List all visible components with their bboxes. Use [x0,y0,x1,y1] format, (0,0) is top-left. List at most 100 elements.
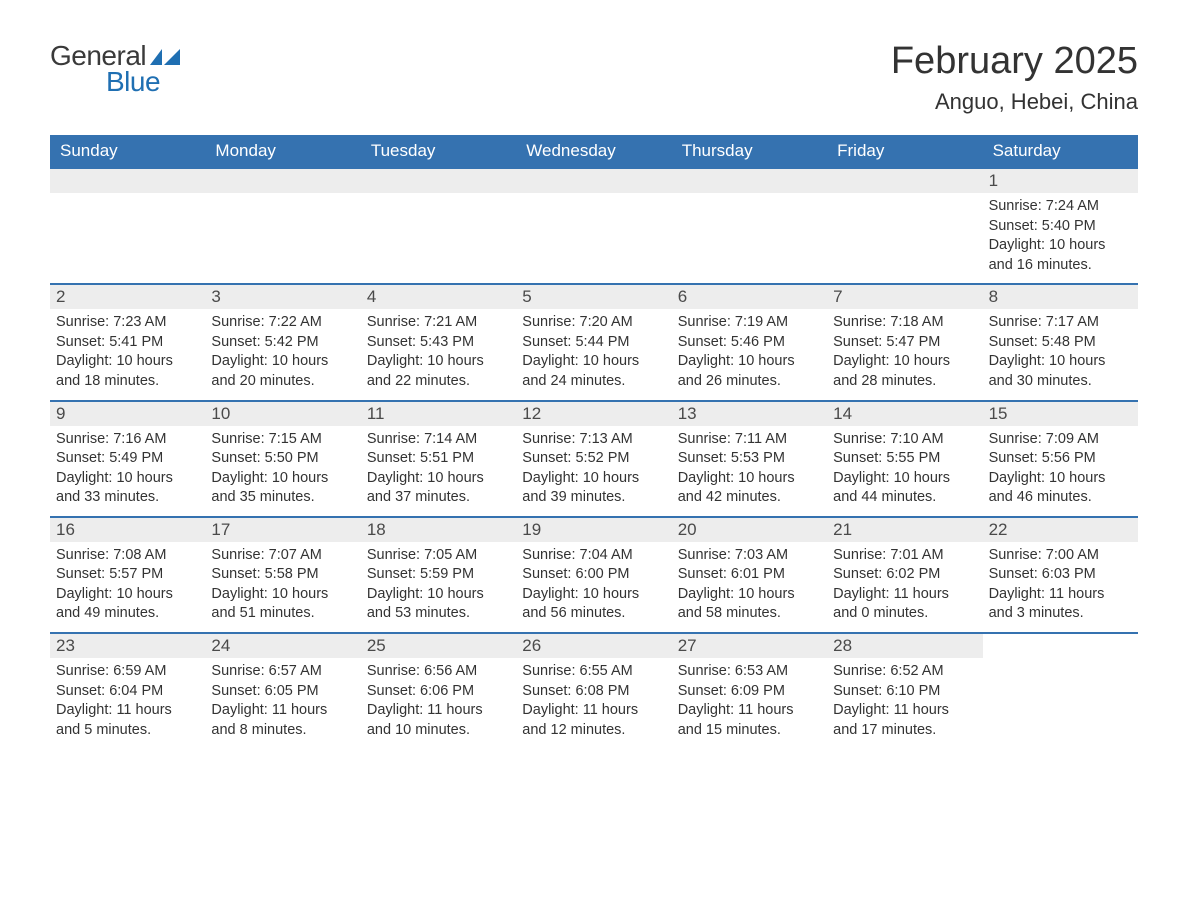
day-details: Sunrise: 7:23 AMSunset: 5:41 PMDaylight:… [50,309,200,399]
day-daylight: Daylight: 10 hours and 56 minutes. [522,585,660,624]
day-sunset: Sunset: 6:01 PM [678,565,816,585]
day-sunset: Sunset: 5:52 PM [522,449,660,469]
day-sunset: Sunset: 5:55 PM [833,449,971,469]
day-sunset: Sunset: 5:48 PM [989,333,1127,353]
day-sunset: Sunset: 6:03 PM [989,565,1127,585]
day-sunrise: Sunrise: 6:59 AM [56,662,194,682]
logo: General Blue [50,40,180,98]
day-cell: 8Sunrise: 7:17 AMSunset: 5:48 PMDaylight… [983,285,1138,399]
day-number: 7 [827,285,982,309]
day-sunrise: Sunrise: 6:56 AM [367,662,505,682]
day-details: Sunrise: 7:04 AMSunset: 6:00 PMDaylight:… [516,542,666,632]
day-daylight: Daylight: 10 hours and 26 minutes. [678,352,816,391]
day-cell: 6Sunrise: 7:19 AMSunset: 5:46 PMDaylight… [672,285,827,399]
day-sunset: Sunset: 5:44 PM [522,333,660,353]
day-cell: 23Sunrise: 6:59 AMSunset: 6:04 PMDayligh… [50,634,205,748]
day-number: 15 [983,402,1138,426]
week-row: 23Sunrise: 6:59 AMSunset: 6:04 PMDayligh… [50,632,1138,748]
day-sunset: Sunset: 5:53 PM [678,449,816,469]
day-details: Sunrise: 7:16 AMSunset: 5:49 PMDaylight:… [50,426,200,516]
day-sunset: Sunset: 5:50 PM [211,449,349,469]
logo-flag-icon [150,47,180,65]
day-number: 4 [361,285,516,309]
weekday-header-row: SundayMondayTuesdayWednesdayThursdayFrid… [50,135,1138,167]
week-row: 9Sunrise: 7:16 AMSunset: 5:49 PMDaylight… [50,400,1138,516]
location-subtitle: Anguo, Hebei, China [891,89,1138,115]
empty-day-bar [827,169,982,193]
page-title: February 2025 [891,40,1138,83]
day-cell: 24Sunrise: 6:57 AMSunset: 6:05 PMDayligh… [205,634,360,748]
day-cell: 21Sunrise: 7:01 AMSunset: 6:02 PMDayligh… [827,518,982,632]
day-details: Sunrise: 7:19 AMSunset: 5:46 PMDaylight:… [672,309,822,399]
day-daylight: Daylight: 10 hours and 16 minutes. [989,236,1127,275]
day-sunrise: Sunrise: 7:08 AM [56,546,194,566]
day-daylight: Daylight: 10 hours and 24 minutes. [522,352,660,391]
day-sunrise: Sunrise: 7:13 AM [522,430,660,450]
day-cell: 2Sunrise: 7:23 AMSunset: 5:41 PMDaylight… [50,285,205,399]
day-cell [672,169,827,283]
day-daylight: Daylight: 10 hours and 46 minutes. [989,469,1127,508]
day-cell: 7Sunrise: 7:18 AMSunset: 5:47 PMDaylight… [827,285,982,399]
day-daylight: Daylight: 10 hours and 33 minutes. [56,469,194,508]
day-cell: 14Sunrise: 7:10 AMSunset: 5:55 PMDayligh… [827,402,982,516]
day-sunset: Sunset: 5:49 PM [56,449,194,469]
week-row: 1Sunrise: 7:24 AMSunset: 5:40 PMDaylight… [50,167,1138,283]
day-daylight: Daylight: 11 hours and 0 minutes. [833,585,971,624]
day-daylight: Daylight: 11 hours and 8 minutes. [211,701,349,740]
day-number: 2 [50,285,205,309]
day-details: Sunrise: 7:24 AMSunset: 5:40 PMDaylight:… [983,193,1133,283]
day-daylight: Daylight: 10 hours and 49 minutes. [56,585,194,624]
day-sunrise: Sunrise: 7:16 AM [56,430,194,450]
day-details: Sunrise: 7:07 AMSunset: 5:58 PMDaylight:… [205,542,355,632]
day-cell: 26Sunrise: 6:55 AMSunset: 6:08 PMDayligh… [516,634,671,748]
day-number: 13 [672,402,827,426]
empty-day-bar [205,169,360,193]
day-daylight: Daylight: 10 hours and 30 minutes. [989,352,1127,391]
day-daylight: Daylight: 10 hours and 22 minutes. [367,352,505,391]
day-number: 6 [672,285,827,309]
day-cell: 3Sunrise: 7:22 AMSunset: 5:42 PMDaylight… [205,285,360,399]
day-cell: 28Sunrise: 6:52 AMSunset: 6:10 PMDayligh… [827,634,982,748]
weekday-header: Saturday [983,135,1138,167]
day-number: 28 [827,634,982,658]
day-details: Sunrise: 7:03 AMSunset: 6:01 PMDaylight:… [672,542,822,632]
week-row: 2Sunrise: 7:23 AMSunset: 5:41 PMDaylight… [50,283,1138,399]
weekday-header: Friday [827,135,982,167]
day-daylight: Daylight: 10 hours and 28 minutes. [833,352,971,391]
day-cell: 16Sunrise: 7:08 AMSunset: 5:57 PMDayligh… [50,518,205,632]
day-sunrise: Sunrise: 7:03 AM [678,546,816,566]
day-sunset: Sunset: 5:51 PM [367,449,505,469]
weekday-header: Sunday [50,135,205,167]
day-details: Sunrise: 7:00 AMSunset: 6:03 PMDaylight:… [983,542,1133,632]
weeks-container: 1Sunrise: 7:24 AMSunset: 5:40 PMDaylight… [50,167,1138,748]
day-cell: 12Sunrise: 7:13 AMSunset: 5:52 PMDayligh… [516,402,671,516]
day-sunset: Sunset: 6:04 PM [56,682,194,702]
day-cell: 1Sunrise: 7:24 AMSunset: 5:40 PMDaylight… [983,169,1138,283]
day-details: Sunrise: 7:15 AMSunset: 5:50 PMDaylight:… [205,426,355,516]
day-sunset: Sunset: 6:09 PM [678,682,816,702]
day-sunrise: Sunrise: 7:01 AM [833,546,971,566]
day-details: Sunrise: 6:59 AMSunset: 6:04 PMDaylight:… [50,658,200,748]
day-number: 16 [50,518,205,542]
day-cell [983,634,1138,748]
day-sunrise: Sunrise: 7:04 AM [522,546,660,566]
day-sunset: Sunset: 5:41 PM [56,333,194,353]
day-number: 19 [516,518,671,542]
day-cell: 15Sunrise: 7:09 AMSunset: 5:56 PMDayligh… [983,402,1138,516]
day-cell [827,169,982,283]
day-sunrise: Sunrise: 7:10 AM [833,430,971,450]
day-sunrise: Sunrise: 7:21 AM [367,313,505,333]
day-cell [205,169,360,283]
day-number: 14 [827,402,982,426]
day-daylight: Daylight: 11 hours and 15 minutes. [678,701,816,740]
day-details: Sunrise: 7:14 AMSunset: 5:51 PMDaylight:… [361,426,511,516]
day-details: Sunrise: 6:55 AMSunset: 6:08 PMDaylight:… [516,658,666,748]
day-number: 11 [361,402,516,426]
calendar: SundayMondayTuesdayWednesdayThursdayFrid… [50,135,1138,748]
empty-day-bar [361,169,516,193]
day-details: Sunrise: 7:21 AMSunset: 5:43 PMDaylight:… [361,309,511,399]
day-number: 17 [205,518,360,542]
day-number: 20 [672,518,827,542]
day-daylight: Daylight: 11 hours and 10 minutes. [367,701,505,740]
day-details: Sunrise: 7:01 AMSunset: 6:02 PMDaylight:… [827,542,977,632]
